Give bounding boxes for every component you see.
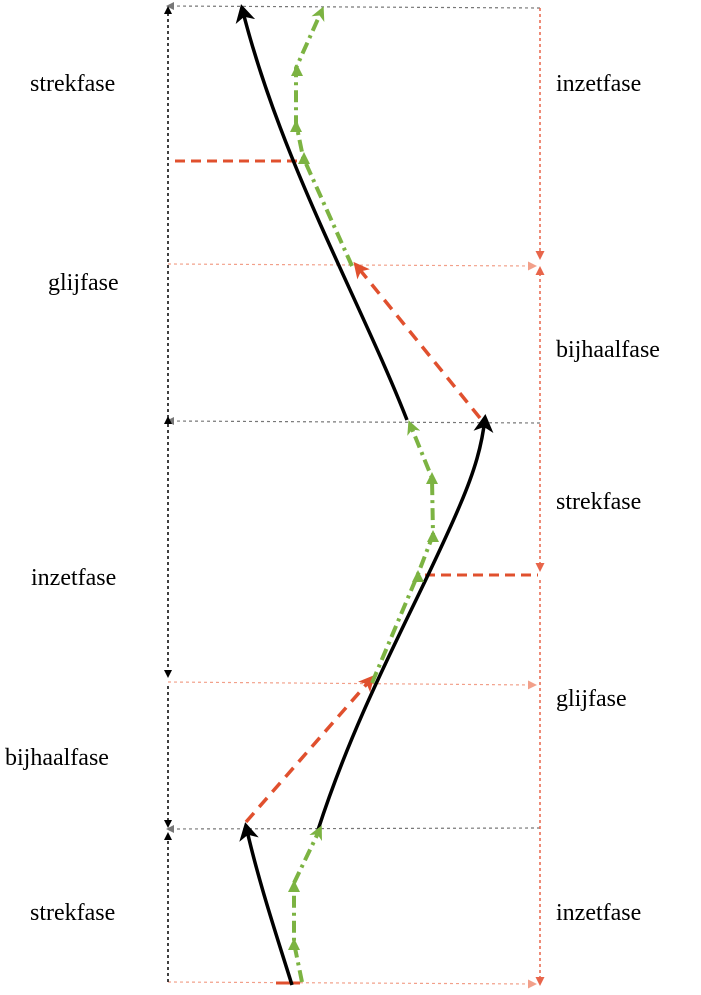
- orange-dashed-paths: [244, 261, 482, 824]
- right-label-inzetfase-2: inzetfase: [556, 900, 641, 926]
- right-label-glijfase: glijfase: [556, 686, 627, 712]
- black-stroke-paths: [235, 4, 494, 986]
- guide-lower: [166, 824, 541, 833]
- left-label-strekfase-1: strekfase: [30, 71, 115, 97]
- green-intermediate-arrows: [288, 64, 439, 950]
- black-path-upper: [235, 4, 409, 421]
- guide-glijfase: [167, 261, 537, 271]
- right-label-bijhaalfase: bijhaalfase: [556, 337, 660, 363]
- horizontal-guides: [166, 2, 541, 989]
- left-label-inzetfase: inzetfase: [31, 565, 116, 591]
- orange-path-upper: [353, 261, 482, 420]
- green-path-upper: [294, 6, 354, 267]
- left-label-bijhaalfase: bijhaalfase: [5, 745, 109, 771]
- orange-path-lower: [244, 674, 375, 824]
- right-phase-labels: inzetfase bijhaalfase strekfase glijfase…: [556, 71, 660, 926]
- black-path-lower: [316, 414, 494, 831]
- orange-phase-markers: [175, 159, 538, 985]
- green-path-lower: [370, 420, 436, 684]
- right-label-inzetfase-1: inzetfase: [556, 71, 641, 97]
- guide-bottom: [167, 979, 537, 989]
- right-label-strekfase: strekfase: [556, 489, 641, 515]
- green-dashed-paths: [292, 6, 436, 983]
- guide-top: [166, 2, 541, 11]
- green-path-bottom: [292, 825, 322, 983]
- guide-lower-glijfase: [167, 680, 537, 690]
- left-label-glijfase: glijfase: [48, 270, 119, 296]
- left-phase-labels: strekfase glijfase inzetfase bijhaalfase…: [5, 71, 119, 926]
- black-path-bottom: [239, 822, 294, 986]
- left-label-strekfase-2: strekfase: [30, 900, 115, 926]
